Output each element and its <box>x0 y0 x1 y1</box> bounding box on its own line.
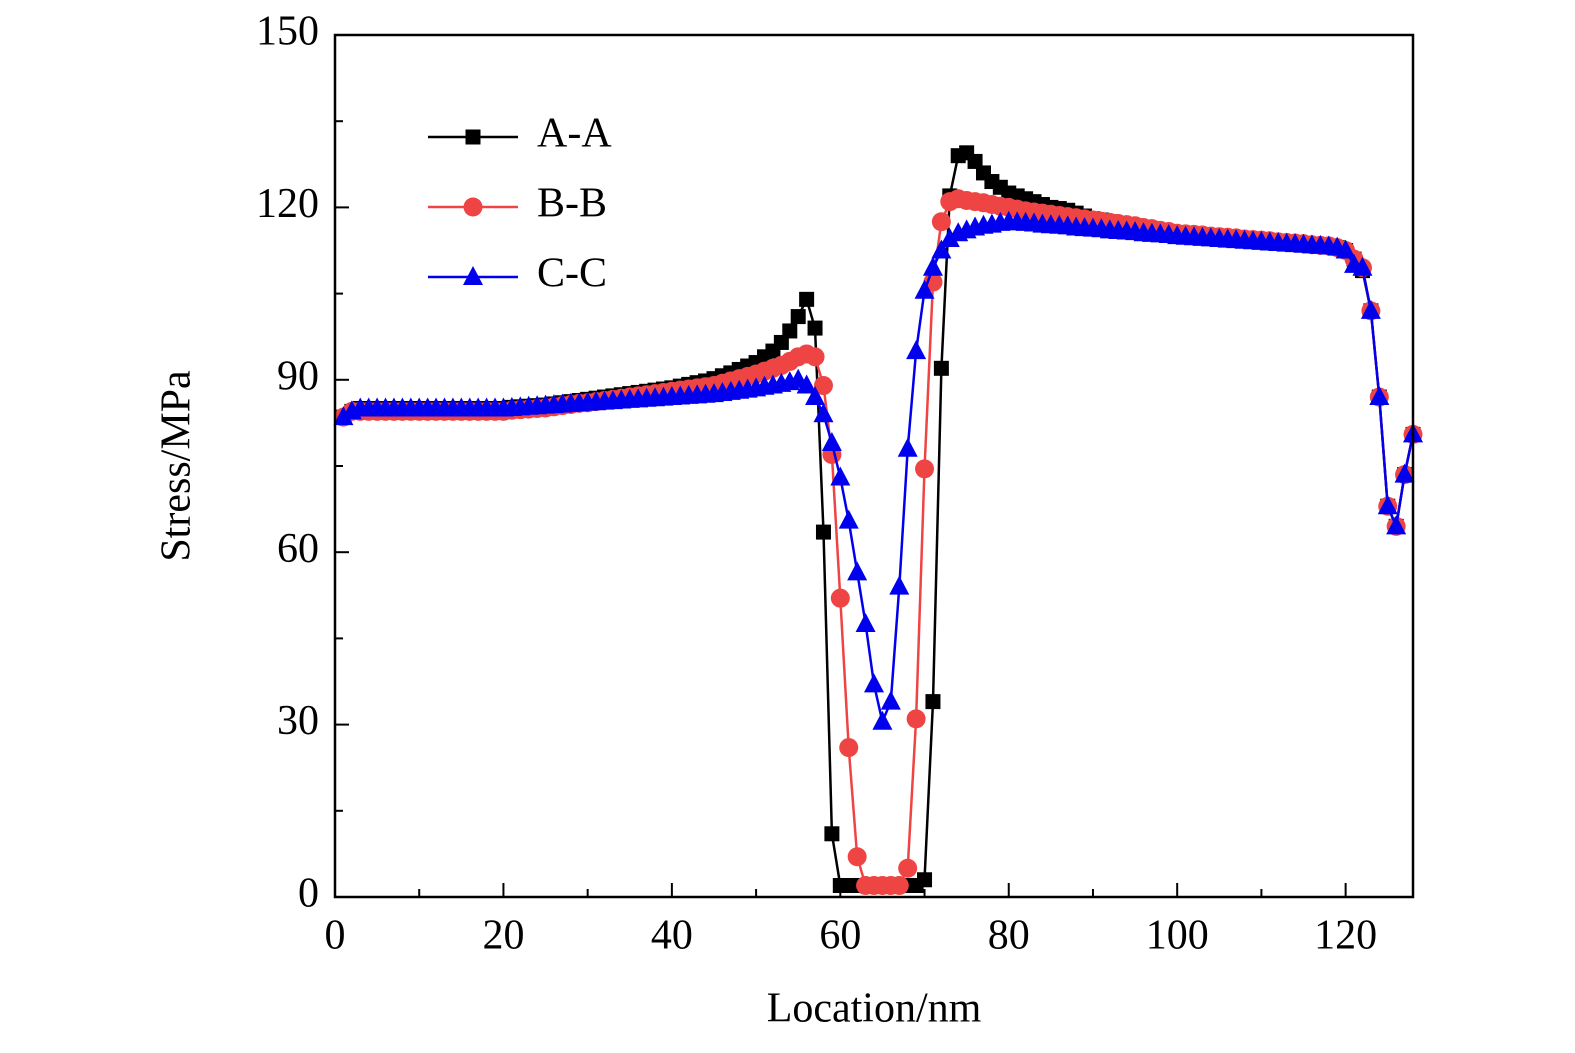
legend-label: C-C <box>537 251 607 297</box>
data-point <box>807 320 823 336</box>
legend-marker <box>463 197 483 217</box>
plot-frame <box>333 33 1415 899</box>
data-point <box>824 826 840 842</box>
x-tick-label: 100 <box>1146 913 1209 959</box>
data-point <box>813 403 834 423</box>
data-point <box>847 847 867 867</box>
legend-marker <box>463 266 483 285</box>
data-point <box>805 386 826 406</box>
x-tick-label: 0 <box>325 913 346 959</box>
data-point <box>830 466 851 486</box>
data-point <box>790 309 806 325</box>
data-point <box>872 710 893 730</box>
data-point <box>898 858 918 878</box>
data-point <box>1352 256 1373 276</box>
data-point <box>773 334 789 350</box>
data-point <box>880 690 901 710</box>
data-point <box>925 694 941 710</box>
data-point <box>855 613 876 633</box>
data-point <box>1394 463 1415 483</box>
x-axis-label: Location/nm <box>767 986 982 1032</box>
data-point <box>813 376 833 396</box>
data-point <box>922 256 943 276</box>
data-point <box>1369 386 1390 406</box>
data-point <box>864 673 884 693</box>
x-tick-label: 40 <box>651 913 693 959</box>
data-point <box>1335 239 1356 259</box>
data-point <box>838 509 859 529</box>
data-point <box>931 212 951 232</box>
y-tick-label: 60 <box>277 526 319 572</box>
data-point <box>906 340 927 360</box>
data-point <box>815 524 831 540</box>
x-tick-label: 120 <box>1314 913 1377 959</box>
data-point <box>967 153 983 169</box>
x-tick-label: 20 <box>482 913 524 959</box>
series-line <box>342 197 1415 887</box>
data-point <box>799 291 815 307</box>
data-point <box>796 374 817 394</box>
data-point <box>782 323 798 339</box>
y-axis-label: Stress/MPa <box>154 370 200 562</box>
data-point <box>847 561 868 581</box>
data-point <box>1377 495 1398 515</box>
legend-label: B-B <box>537 181 607 227</box>
data-point <box>931 239 952 259</box>
y-tick-label: 120 <box>256 181 319 227</box>
data-point <box>830 588 850 608</box>
data-point <box>333 406 354 426</box>
data-point <box>1386 515 1407 535</box>
y-tick-label: 90 <box>277 353 319 399</box>
y-tick-label: 150 <box>256 9 319 55</box>
data-point <box>939 228 960 248</box>
data-point <box>906 709 926 729</box>
data-point <box>1360 299 1381 319</box>
y-tick-label: 0 <box>298 871 319 917</box>
data-point <box>839 738 859 758</box>
x-tick-label: 80 <box>988 913 1030 959</box>
data-point <box>897 437 918 457</box>
y-tick-label: 30 <box>277 698 319 744</box>
series-line <box>342 151 1415 887</box>
legend-marker <box>465 129 481 145</box>
series-line <box>342 220 1415 723</box>
data-point <box>805 347 825 367</box>
data-point <box>914 279 935 299</box>
data-point <box>889 876 909 896</box>
data-point <box>821 432 842 452</box>
x-tick-label: 60 <box>819 913 861 959</box>
data-point <box>889 575 910 595</box>
data-point <box>933 360 949 376</box>
data-point <box>915 459 935 479</box>
data-point <box>917 872 933 888</box>
legend-label: A-A <box>537 111 612 157</box>
